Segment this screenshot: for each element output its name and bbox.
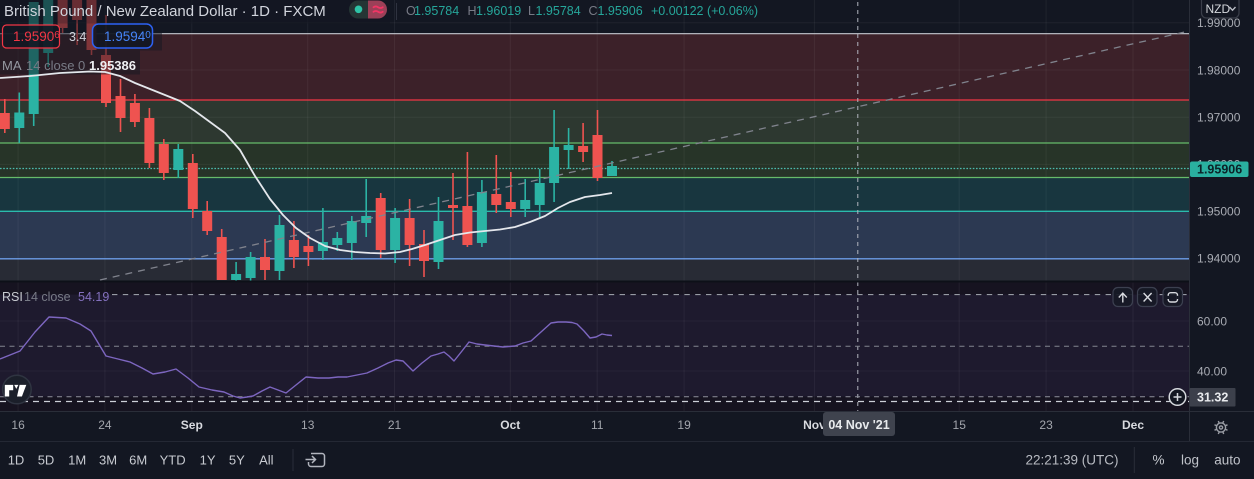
svg-text:14 close: 14 close — [24, 290, 71, 304]
svg-text:1.98000: 1.98000 — [1197, 63, 1241, 77]
svg-text:14 close 0: 14 close 0 — [26, 58, 85, 73]
svg-text:5D: 5D — [38, 453, 55, 468]
svg-text:C: C — [589, 4, 598, 18]
svg-text:Sep: Sep — [181, 418, 203, 432]
svg-text:1.95000: 1.95000 — [1197, 205, 1241, 219]
svg-text:1.95784: 1.95784 — [414, 4, 459, 18]
svg-text:16: 16 — [11, 418, 25, 432]
svg-text:3.4: 3.4 — [69, 30, 86, 44]
svg-text:22:21:39 (UTC): 22:21:39 (UTC) — [1025, 453, 1118, 468]
svg-text:21: 21 — [388, 418, 402, 432]
svg-text:1.95906: 1.95906 — [598, 4, 643, 18]
svg-text:1.95386: 1.95386 — [89, 58, 136, 73]
svg-text:British Pound / New Zealand Do: British Pound / New Zealand Dollar · 1D … — [4, 3, 326, 20]
svg-text:MA: MA — [2, 58, 22, 73]
svg-text:13: 13 — [301, 418, 315, 432]
svg-text:1D: 1D — [8, 453, 25, 468]
svg-text:11: 11 — [591, 418, 604, 432]
svg-text:54.19: 54.19 — [78, 290, 109, 304]
svg-text:1Y: 1Y — [200, 453, 216, 468]
svg-text:YTD: YTD — [160, 453, 186, 468]
svg-text:Dec: Dec — [1122, 418, 1144, 432]
svg-text:04 Nov '21: 04 Nov '21 — [828, 418, 889, 432]
svg-text:60.00: 60.00 — [1197, 314, 1227, 328]
svg-text:15: 15 — [953, 418, 967, 432]
svg-text:24: 24 — [98, 418, 112, 432]
svg-text:L: L — [528, 4, 535, 18]
svg-text:Oct: Oct — [500, 418, 520, 432]
svg-text:O: O — [406, 4, 416, 18]
svg-text:1.99000: 1.99000 — [1197, 16, 1241, 30]
svg-text:auto: auto — [1214, 453, 1240, 468]
svg-text:1.95940: 1.95940 — [104, 29, 151, 44]
svg-text:Nov: Nov — [803, 418, 826, 432]
svg-text:31.32: 31.32 — [1197, 391, 1228, 405]
svg-text:1.95906: 1.95906 — [13, 29, 60, 44]
svg-text:1.94000: 1.94000 — [1197, 252, 1241, 266]
svg-text:6M: 6M — [129, 453, 147, 468]
svg-text:1.95784: 1.95784 — [536, 4, 581, 18]
svg-text:NZD: NZD — [1206, 2, 1231, 16]
svg-text:23: 23 — [1039, 418, 1053, 432]
svg-text:log: log — [1181, 453, 1199, 468]
svg-text:40.00: 40.00 — [1197, 364, 1227, 378]
svg-text:%: % — [1152, 453, 1164, 468]
svg-text:RSI: RSI — [2, 290, 23, 304]
svg-text:3M: 3M — [99, 453, 117, 468]
svg-text:1.96019: 1.96019 — [476, 4, 521, 18]
svg-text:1M: 1M — [68, 453, 86, 468]
svg-text:+0.00122 (+0.06%): +0.00122 (+0.06%) — [651, 4, 758, 18]
svg-text:19: 19 — [677, 418, 691, 432]
svg-text:H: H — [468, 4, 477, 18]
svg-text:All: All — [259, 453, 274, 468]
svg-text:1.97000: 1.97000 — [1197, 111, 1241, 125]
svg-text:1.95906: 1.95906 — [1197, 163, 1242, 177]
svg-text:5Y: 5Y — [229, 453, 245, 468]
